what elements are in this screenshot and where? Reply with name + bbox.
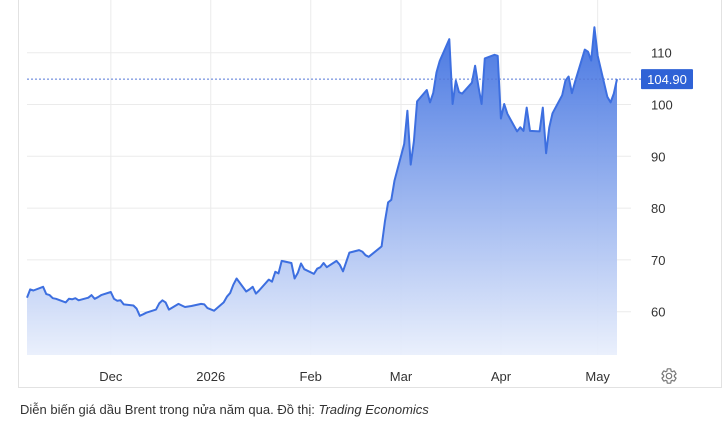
y-tick-label: 110	[651, 46, 672, 61]
area-fill	[27, 27, 617, 356]
x-tick-label: May	[585, 369, 610, 384]
y-tick-label: 80	[651, 201, 665, 216]
x-tick-label: Feb	[300, 369, 322, 384]
y-tick-label: 60	[651, 305, 665, 320]
caption-text: Diễn biến giá dầu Brent trong nửa năm qu…	[20, 402, 319, 417]
caption-source: Trading Economics	[318, 402, 429, 417]
gear-icon[interactable]	[660, 367, 678, 385]
price-area	[26, 26, 618, 356]
last-value-marker: 104.90	[27, 69, 693, 90]
chart-caption: Diễn biến giá dầu Brent trong nửa năm qu…	[20, 402, 429, 417]
y-tick-label: 90	[651, 149, 665, 164]
x-axis-ticks: Dec 2026 Feb Mar Apr May	[99, 369, 610, 384]
x-tick-label: Dec	[99, 369, 123, 384]
x-tick-label: 2026	[196, 369, 225, 384]
x-tick-label: Mar	[390, 369, 413, 384]
y-tick-label: 100	[651, 98, 673, 113]
x-tick-label: Apr	[491, 369, 512, 384]
last-value-label: 104.90	[647, 72, 687, 87]
chart: 60 70 80 90 100 110 Dec 2026 Feb Mar Apr May 104.9…	[26, 0, 693, 384]
last-value-badge	[641, 69, 693, 90]
y-tick-label: 70	[651, 253, 665, 268]
chart-frame: 60 70 80 90 100 110 Dec 2026 Feb Mar Apr May 104.9…	[18, 0, 722, 388]
price-line	[26, 26, 618, 317]
y-axis-ticks: 60 70 80 90 100 110	[651, 46, 673, 320]
